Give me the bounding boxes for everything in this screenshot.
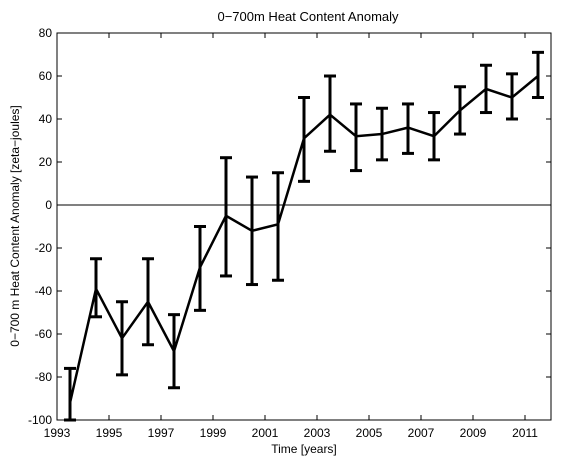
y-tick-label: -40 [35,284,53,298]
x-tick-label: 2009 [460,426,487,440]
x-axis-title: Time [years] [271,442,337,456]
chart-title: 0−700m Heat Content Anomaly [217,9,399,24]
y-tick-label: 80 [39,26,53,40]
x-tick-label: 1999 [200,426,227,440]
x-tick-label: 2003 [304,426,331,440]
y-tick-label: -20 [35,241,53,255]
error-bar [272,171,284,282]
x-tick-label: 2005 [356,426,383,440]
plot-frame [56,32,552,421]
y-tick-label: 40 [39,112,53,126]
y-tick-label: 20 [39,155,53,169]
error-bar [532,50,544,99]
y-tick-label: 0 [45,198,52,212]
y-axis-title: 0−700 m Heat Content Anomaly [zeta−joule… [8,105,22,346]
x-tick-label: 1993 [44,426,71,440]
y-tick-label: 60 [39,69,53,83]
x-tick-label: 1995 [96,426,123,440]
x-tick-label: 2001 [252,426,279,440]
x-tick-label: 1997 [148,426,175,440]
y-tick-label: -60 [35,327,53,341]
y-tick-label: -100 [28,413,52,427]
series-line [68,75,539,404]
y-tick-label: -80 [35,370,53,384]
x-tick-label: 2011 [512,426,538,440]
error-bar [64,366,76,422]
x-tick-label: 2007 [408,426,435,440]
